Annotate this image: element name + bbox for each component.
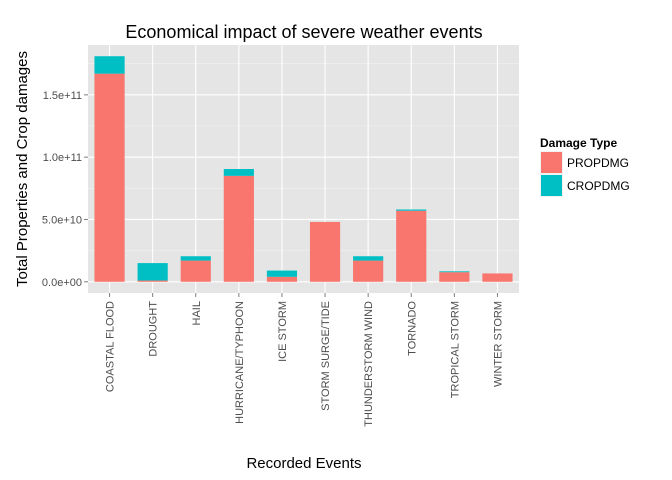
bar-propdmg (180, 260, 211, 282)
x-axis-title: Recorded Events (246, 455, 361, 472)
bar-cropdmg (266, 270, 298, 277)
x-axis: COASTAL FLOOD DROUGHT HAIL HURRICANE/TYPHOO… (105, 293, 504, 427)
legend-label-cropdmg: CROPDMG (567, 179, 630, 193)
y-axis: 0.0e+00 5.0e+10 1.0e+11 1.5e+11 (42, 90, 88, 289)
x-tick-label: TORNADO (406, 301, 418, 356)
bar-propdmg (439, 272, 470, 282)
legend-key-propdmg (541, 152, 562, 173)
bar-cropdmg (137, 263, 168, 281)
bar-cropdmg (180, 256, 211, 261)
x-tick-label: WINTER STORM (492, 301, 504, 387)
legend-title: Damage Type (540, 136, 617, 150)
chart-title: Economical impact of severe weather even… (125, 22, 482, 42)
bar-propdmg (223, 175, 254, 282)
legend-label-propdmg: PROPDMG (567, 156, 629, 170)
bars (94, 56, 513, 282)
bar-propdmg (266, 276, 298, 282)
bar-propdmg (309, 221, 341, 282)
bar-propdmg (137, 280, 168, 282)
x-tick-label: DROUGHT (148, 301, 160, 357)
bar-propdmg (353, 260, 384, 282)
x-tick-label: HURRICANE/TYPHOON (234, 301, 246, 424)
x-tick-label: HAIL (191, 301, 203, 325)
bar-propdmg (482, 273, 513, 282)
y-axis-title: Total Properties and Crop damages (14, 51, 31, 287)
bar-cropdmg (353, 256, 384, 261)
bar-cropdmg (396, 209, 427, 211)
x-tick-label: TROPICAL STORM (449, 301, 461, 398)
y-tick-label: 0.0e+00 (42, 277, 82, 289)
y-tick-label: 1.0e+11 (43, 152, 82, 164)
x-tick-label: STORM SURGE/TIDE (320, 301, 332, 411)
bar-propdmg (94, 73, 125, 282)
bar-cropdmg (223, 169, 254, 176)
x-tick-label: ICE STORM (277, 301, 289, 362)
x-tick-label: THUNDERSTORM WIND (363, 301, 375, 427)
plot-panel (88, 45, 519, 293)
x-tick-label: COASTAL FLOOD (105, 301, 117, 392)
legend: Damage Type PROPDMG CROPDMG (540, 136, 630, 197)
y-tick-label: 1.5e+11 (43, 90, 82, 102)
y-tick-label: 5.0e+10 (42, 214, 82, 226)
bar-propdmg (396, 210, 427, 282)
bar-cropdmg (94, 56, 125, 74)
bar-cropdmg (439, 271, 470, 273)
legend-key-cropdmg (541, 175, 562, 196)
